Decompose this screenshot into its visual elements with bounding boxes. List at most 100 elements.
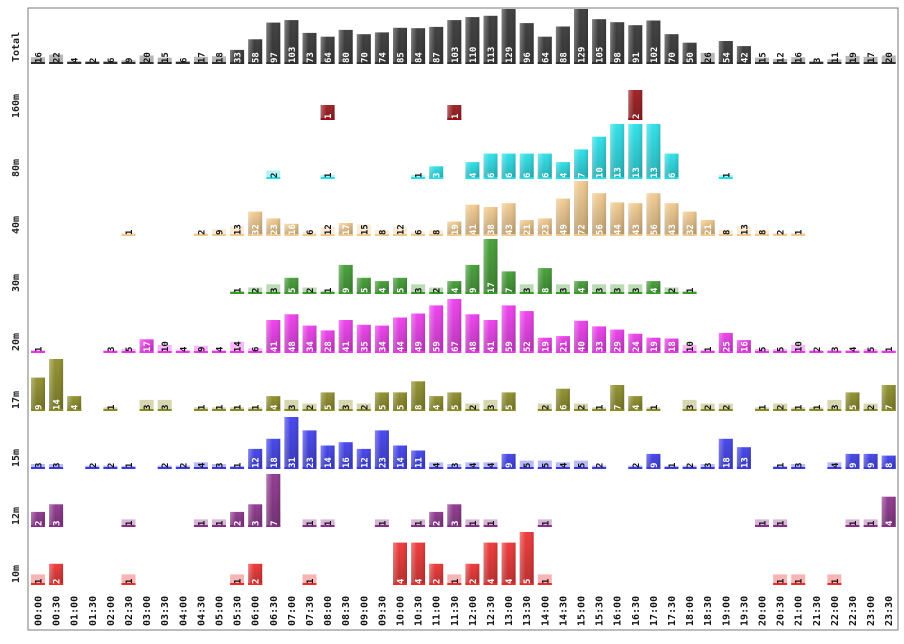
bar-base [338,351,353,353]
bar-base [537,234,552,236]
bar-base [230,292,245,294]
bar-base [718,467,733,469]
bar-base [230,525,245,527]
bar-base [320,292,335,294]
x-tick-label: 12:00 [468,596,479,626]
bar-value-label: 13 [234,224,244,235]
bar [483,519,498,527]
bar-value-label: 2 [668,288,678,293]
bar-value-label: 5 [867,347,877,352]
bar-value-label: 129 [578,47,588,63]
bar-base [284,62,299,64]
bar-value-label: 84 [415,52,425,63]
bar-value-label: 1 [306,521,316,526]
bar-value-label: 5 [849,405,859,410]
bar-shade [483,153,498,179]
row-15m: 15m 3 3 2 2 1 2 2 4 3 1 12 18 31 23 14 16 12 23 14 11 4 3 4 4 9 5 5… [11,417,896,469]
bar-value-label: 4 [433,404,443,410]
bar-shade [718,41,733,64]
bar-base [809,62,824,64]
x-tick-label: 17:00 [649,596,660,626]
bar [791,574,806,585]
bar [773,519,788,527]
bar-base [501,351,516,353]
bar-shade [628,203,643,236]
bar-value-label: 2 [433,579,443,584]
bar-base [791,583,806,585]
bar-value-label: 113 [487,47,497,63]
bar-shade [501,271,516,294]
bar-value-label: 14 [53,399,63,410]
bar-shade [447,392,462,411]
bar [193,462,208,469]
bar-value-label: 6 [541,173,551,178]
bar-base [682,351,697,353]
bar-value-label: 11 [831,52,841,63]
bar-base [881,467,896,469]
bar-value-label: 31 [288,457,298,468]
bar-value-label: 85 [397,52,407,63]
bar-value-label: 102 [650,47,660,63]
bar [610,284,625,294]
bar-shade [682,211,697,236]
bar [374,229,389,236]
bar-base [664,62,679,64]
bar-base [447,351,462,353]
bar-value-label: 13 [632,167,642,178]
x-tick-label: 11:00 [432,596,443,626]
bar-value-label: 8 [415,405,425,410]
bar-value-label: 1 [415,521,425,526]
bar-base [85,467,100,469]
bar-shade [320,392,335,411]
bar-value-label: 105 [596,47,606,63]
bar [574,403,588,411]
bar-value-label: 16 [288,224,298,235]
bar-value-label: 10 [161,341,171,352]
bar-base [103,409,118,411]
bar-base [85,62,100,64]
bar-base [574,62,588,64]
bar-value-label: 72 [578,224,588,235]
bar-base [429,409,444,411]
bar-base [411,525,426,527]
bar-value-label: 5 [523,463,533,468]
bar-value-label: 2 [686,463,696,468]
row-label: 10m [11,565,22,583]
bar-base [266,234,281,236]
bar-value-label: 23 [270,224,280,235]
bar-base [393,409,407,411]
bar-value-label: 42 [740,52,750,63]
bar-base [230,351,245,353]
bar-shade [628,90,643,120]
bar [483,462,498,469]
bar-base [302,467,317,469]
bar-base [465,525,480,527]
bar-shade [519,220,534,236]
bar-base [845,409,860,411]
bar-base [175,62,190,64]
bar-shade [356,277,371,294]
bar-shade [718,332,733,353]
bar-shade [537,268,552,294]
bar-base [411,467,426,469]
bar-shade [628,25,643,64]
bar-base [682,234,697,236]
bar-base [465,583,480,585]
bar-value-label: 34 [306,341,316,352]
bar-base [592,467,607,469]
bar-value-label: 48 [288,341,298,352]
bar-value-label: 2 [234,521,244,526]
bar-value-label: 8 [759,230,769,235]
bar-value-label: 43 [632,224,642,235]
bar [700,464,715,469]
bar-base [266,409,281,411]
bar [320,519,335,527]
bar-base [555,234,570,236]
bar [700,52,715,64]
bar-base [411,351,426,353]
bar-value-label: 9 [125,58,135,63]
bar-shade [592,136,607,179]
bar-base [302,525,317,527]
bar-base [67,409,82,411]
